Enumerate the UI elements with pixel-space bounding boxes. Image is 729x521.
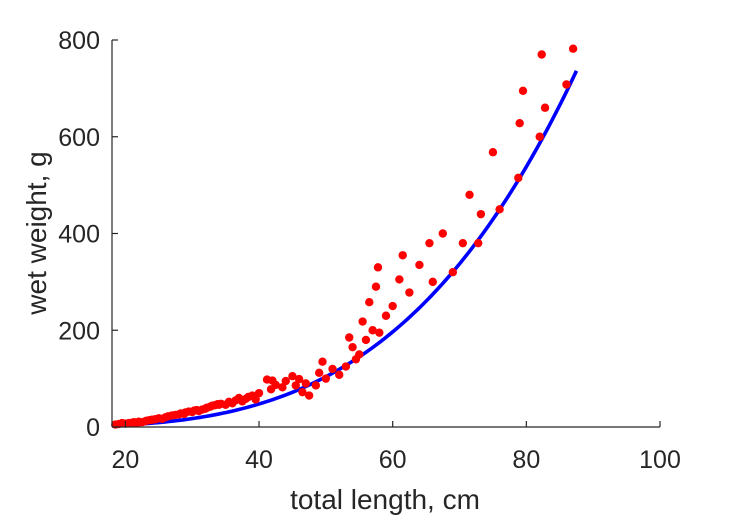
y-axis-label: wet weight, g [21, 151, 52, 315]
data-point [375, 328, 384, 337]
data-point [398, 251, 407, 260]
data-point [458, 238, 468, 248]
x-tick-label: 80 [512, 446, 540, 474]
data-point [278, 383, 287, 392]
data-point [361, 335, 371, 345]
data-point [515, 119, 524, 128]
data-point [415, 260, 424, 270]
data-point [568, 44, 578, 53]
data-point [368, 326, 377, 335]
data-point [311, 381, 321, 390]
data-point [365, 297, 374, 307]
y-axis-ticks: 0 200 400 600 800 [58, 27, 118, 442]
data-point [291, 381, 300, 390]
data-point [355, 350, 364, 359]
x-tick-label: 20 [111, 446, 139, 474]
scatter-points [111, 44, 578, 429]
data-point [371, 282, 381, 291]
data-point [318, 357, 327, 366]
data-point [428, 277, 437, 287]
data-point [314, 368, 324, 378]
data-point [335, 370, 344, 379]
data-point [476, 209, 486, 219]
data-point [321, 374, 331, 383]
data-point [345, 333, 354, 342]
x-tick-label: 60 [379, 446, 407, 474]
data-point [488, 148, 498, 157]
x-tick-label: 100 [639, 446, 681, 474]
x-axis-ticks: 20 40 60 80 100 [111, 421, 681, 474]
data-point [341, 362, 351, 371]
data-point [448, 268, 458, 277]
data-point [304, 391, 314, 400]
x-axis-label: total length, cm [290, 484, 480, 515]
data-point [281, 376, 290, 386]
data-point [328, 364, 337, 374]
data-point [388, 301, 397, 311]
data-point [438, 229, 447, 238]
data-point [254, 388, 264, 398]
data-point [540, 103, 550, 112]
data-point [288, 372, 297, 381]
data-point [294, 374, 304, 384]
data-point [425, 238, 434, 248]
data-point [474, 238, 483, 248]
data-point [495, 205, 504, 214]
data-point [373, 263, 383, 272]
data-point [465, 190, 474, 199]
plot-area [111, 44, 579, 429]
fit-curve [115, 70, 579, 428]
data-point [301, 379, 310, 388]
data-point [251, 395, 260, 404]
data-point [381, 311, 391, 320]
data-point [518, 86, 528, 95]
x-tick-label: 40 [245, 446, 273, 474]
y-tick-label: 200 [58, 317, 100, 345]
y-tick-label: 0 [86, 414, 100, 442]
data-point [271, 380, 280, 390]
data-point [535, 132, 544, 141]
data-point [562, 80, 571, 89]
data-point [537, 50, 546, 59]
data-point [405, 288, 414, 297]
y-tick-label: 400 [58, 221, 100, 249]
axes: 20 40 60 80 100 0 200 400 600 800 [58, 27, 681, 474]
y-tick-label: 800 [58, 27, 100, 55]
data-point [348, 342, 357, 352]
data-point [358, 317, 367, 326]
y-tick-label: 600 [58, 124, 100, 152]
data-point [514, 173, 523, 183]
data-point [395, 275, 404, 284]
data-point [298, 387, 307, 397]
